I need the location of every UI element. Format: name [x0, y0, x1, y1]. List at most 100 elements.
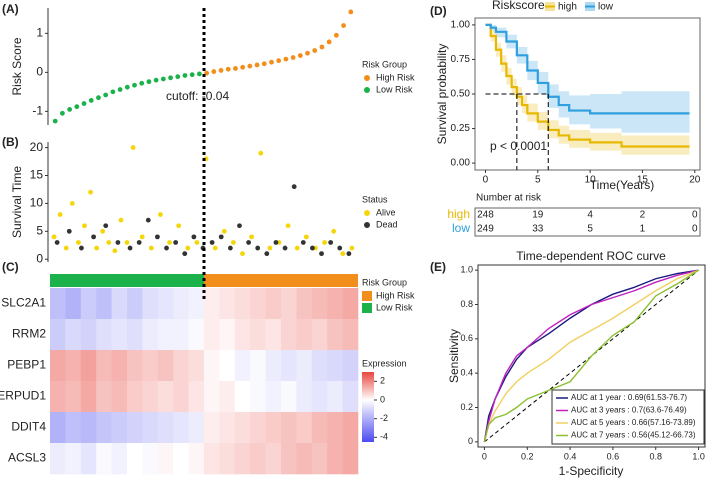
- point: [112, 248, 118, 254]
- point: [261, 61, 267, 67]
- point: [294, 245, 300, 251]
- row-label: PEBP1: [7, 358, 46, 372]
- ci-band: [485, 24, 690, 133]
- heat-cell: [111, 350, 128, 382]
- heat-cell: [296, 412, 313, 444]
- table-frame: [474, 207, 701, 237]
- heat-cell: [96, 381, 112, 413]
- x-tick-label: 0.2: [521, 451, 534, 461]
- x-tick-label: 15: [637, 175, 649, 186]
- heat-cell: [96, 319, 112, 351]
- point: [118, 217, 124, 223]
- heat-cell: [96, 412, 112, 444]
- point: [167, 240, 172, 245]
- point: [240, 64, 246, 70]
- point: [346, 251, 352, 257]
- table-cell: 4: [587, 210, 593, 221]
- heat-cell: [281, 381, 297, 413]
- legend-label: high: [558, 2, 577, 13]
- y-tick-label: 1.0: [460, 265, 473, 275]
- legend-label: Alive: [376, 207, 396, 217]
- x-tick-label: 0.8: [649, 451, 662, 461]
- heat-cell: [327, 350, 343, 382]
- legend-marker: [362, 303, 372, 313]
- row-label: ACSL3: [8, 451, 46, 465]
- heat-cell: [80, 443, 97, 475]
- point: [66, 228, 72, 234]
- point: [267, 245, 273, 251]
- y-tick-label: 10: [30, 196, 44, 210]
- point: [264, 251, 270, 257]
- point: [106, 240, 112, 245]
- heat-cell: [327, 319, 343, 351]
- point: [218, 234, 224, 240]
- colorbar-label: -4: [380, 432, 388, 442]
- x-tick-label: 5: [535, 175, 541, 186]
- y-axis-label: Risk Score: [10, 37, 24, 95]
- point: [81, 101, 87, 106]
- point: [247, 63, 253, 69]
- heat-cell: [204, 412, 220, 444]
- point: [103, 92, 109, 98]
- heat-cell: [173, 381, 189, 413]
- heat-cell: [311, 319, 328, 351]
- table-cell: 248: [477, 210, 494, 221]
- point: [60, 110, 65, 116]
- legend-title: Riskscore: [492, 0, 545, 12]
- point: [145, 217, 151, 223]
- point: [51, 234, 57, 240]
- heat-cell: [296, 350, 313, 382]
- heat-cell: [50, 350, 66, 382]
- heat-cell: [327, 381, 343, 413]
- y-tick-label: 5: [36, 223, 43, 237]
- heat-cell: [65, 288, 82, 320]
- point: [225, 66, 231, 72]
- heat-cell: [342, 381, 359, 413]
- point: [258, 150, 264, 156]
- heat-cell: [65, 381, 82, 413]
- legend-label: Dead: [376, 219, 398, 229]
- heat-cell: [265, 319, 282, 351]
- heat-cell: [111, 288, 128, 320]
- heat-cell: [80, 381, 97, 413]
- point: [146, 79, 152, 85]
- heat-cell: [80, 288, 97, 320]
- point: [54, 240, 60, 245]
- heat-cell: [80, 412, 97, 444]
- heat-cell: [219, 412, 236, 444]
- table-cell: 5: [587, 224, 593, 235]
- point: [227, 245, 233, 251]
- point: [290, 55, 296, 60]
- heat-cell: [204, 288, 220, 320]
- y-tick-label: 0.25: [451, 123, 471, 134]
- y-tick-label: 15: [30, 168, 44, 182]
- heat-cell: [342, 319, 359, 351]
- heat-cell: [234, 443, 251, 475]
- y-tick-label: 0: [36, 65, 43, 79]
- point: [148, 245, 154, 251]
- heat-cell: [296, 381, 313, 413]
- heat-cell: [250, 443, 266, 475]
- heat-cell: [281, 443, 297, 475]
- heat-cell: [157, 443, 174, 475]
- heat-cell: [188, 350, 205, 382]
- point: [189, 72, 195, 78]
- heat-cell: [219, 443, 236, 475]
- legend-label: AUC at 1 year : 0.69(61.53-76.7): [571, 393, 687, 402]
- heat-cell: [50, 381, 66, 413]
- legend-label: AUC at 3 years : 0.7(63.6-76.49): [571, 406, 687, 415]
- y-tick-label: 20: [30, 140, 44, 154]
- heat-cell: [157, 412, 174, 444]
- heat-cell: [188, 412, 205, 444]
- legend-label: High Risk: [376, 290, 415, 300]
- heat-cell: [142, 443, 159, 475]
- point: [124, 240, 130, 245]
- point: [164, 245, 169, 251]
- x-tick-label: 0: [483, 175, 489, 186]
- y-tick-label: 0.75: [451, 54, 471, 65]
- point: [221, 228, 227, 234]
- heat-cell: [157, 288, 174, 320]
- ci-band: [485, 24, 690, 155]
- heat-cell: [281, 412, 297, 444]
- point: [88, 98, 94, 103]
